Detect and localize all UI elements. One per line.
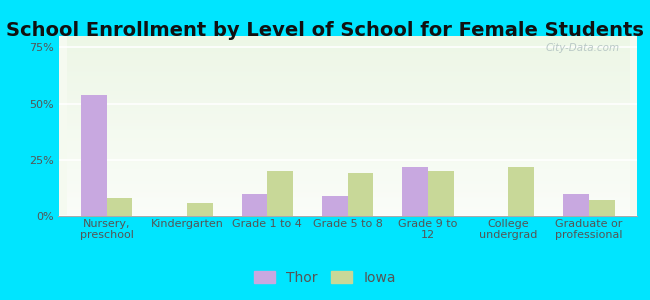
Bar (508, 167, 534, 216)
Text: School Enrollment by Level of School for Female Students: School Enrollment by Level of School for… (6, 21, 644, 40)
Bar (402, 167, 428, 216)
Bar (107, 198, 133, 216)
Bar (428, 171, 454, 216)
Text: City-Data.com: City-Data.com (545, 43, 619, 53)
Bar (81, 94, 107, 216)
Bar (589, 200, 614, 216)
Legend: Thor, Iowa: Thor, Iowa (248, 265, 402, 290)
Bar (348, 173, 374, 216)
Bar (187, 202, 213, 216)
Bar (322, 196, 348, 216)
Bar (242, 194, 267, 216)
Bar (267, 171, 293, 216)
Bar (563, 194, 589, 216)
